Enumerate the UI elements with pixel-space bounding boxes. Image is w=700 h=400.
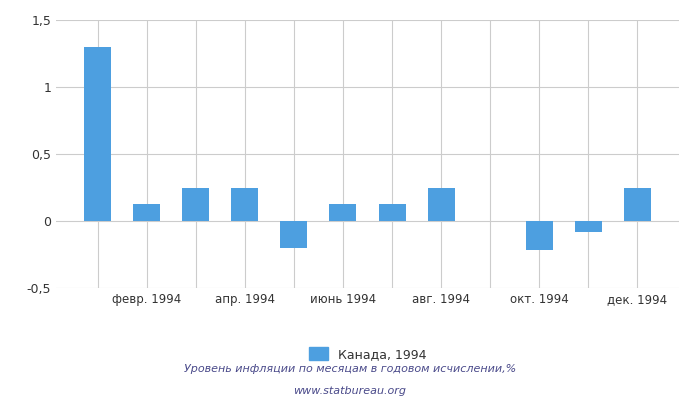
Bar: [330, 204, 356, 221]
Bar: [575, 221, 601, 232]
Bar: [526, 221, 552, 250]
Text: Уровень инфляции по месяцам в годовом исчислении,%: Уровень инфляции по месяцам в годовом ис…: [184, 364, 516, 374]
Text: www.statbureau.org: www.statbureau.org: [293, 386, 407, 396]
Bar: [379, 204, 405, 221]
Legend: Канада, 1994: Канада, 1994: [304, 342, 431, 366]
Bar: [134, 204, 160, 221]
Bar: [183, 188, 209, 221]
Bar: [281, 221, 307, 248]
Bar: [232, 188, 258, 221]
Bar: [624, 188, 651, 221]
Bar: [84, 47, 111, 221]
Bar: [428, 188, 454, 221]
